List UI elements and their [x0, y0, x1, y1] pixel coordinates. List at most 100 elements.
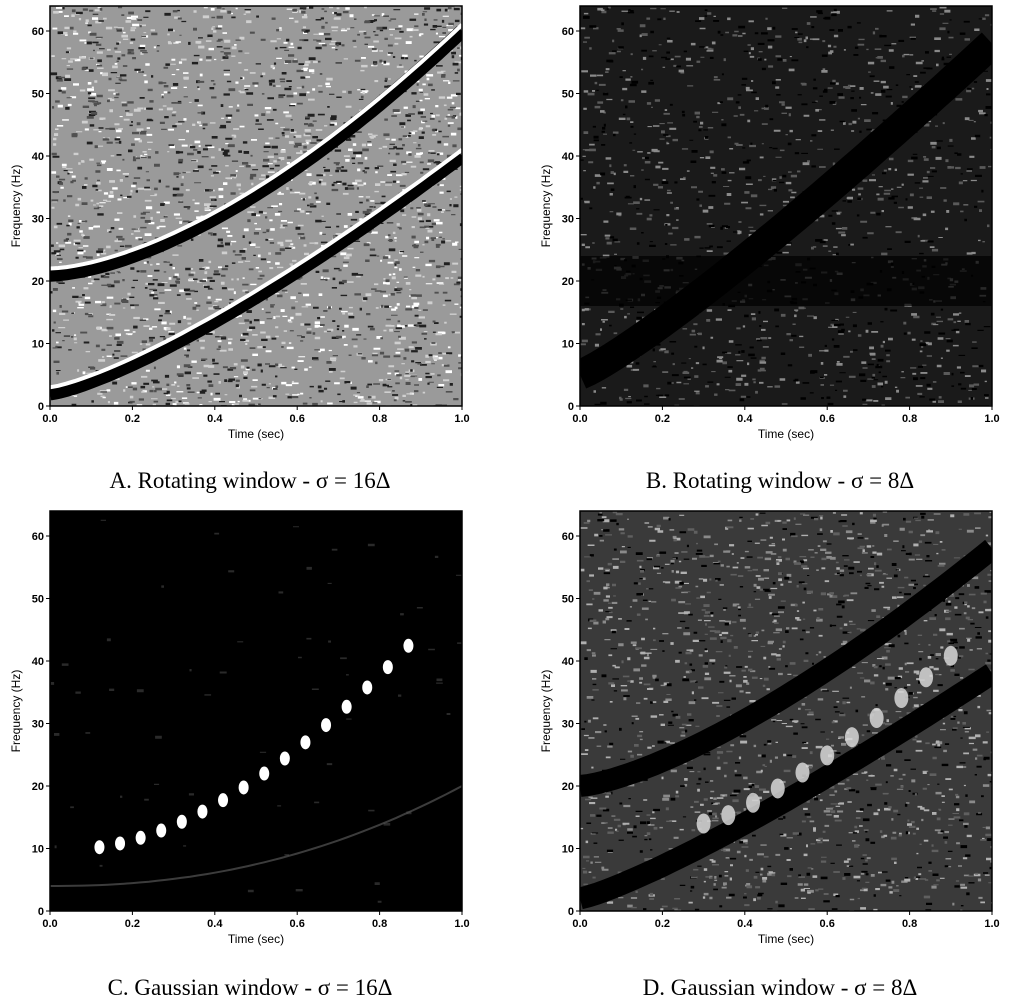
y-tick-label: 40: [32, 656, 44, 668]
ridge-lower: [580, 664, 992, 910]
ridge-lower: [50, 150, 462, 401]
y-tick-label: 50: [32, 89, 44, 101]
spectrogram-a: 0 10 20 30 40 50 60 0.0 0.2 0.4 0.6 0.8 1.0 Time (sec…: [9, 5, 470, 441]
chirp-blob: [94, 840, 105, 855]
x-tick-label: 0.6: [820, 413, 835, 425]
panel-d: 0 10 20 30 40 50 60 0.0 0.2 0.4 0.6 0.8 1.0 Time (sec…: [530, 505, 1030, 1005]
x-tick-label: 0.4: [207, 918, 223, 930]
chirp-blob: [721, 805, 736, 826]
chirp-blob: [279, 751, 290, 766]
chirp-blob: [321, 718, 332, 733]
y-tick-label: 0: [568, 906, 574, 918]
x-tick-label: 0.0: [572, 918, 587, 930]
chirp-blob: [218, 793, 229, 808]
x-tick-label: 0.0: [572, 413, 587, 425]
caption-a: A. Rotating window - σ = 16Δ: [109, 468, 391, 493]
y-tick-label: 40: [562, 656, 574, 668]
chirp-blob: [770, 778, 785, 799]
chirp-blob: [869, 708, 884, 729]
x-tick-label: 0.4: [207, 413, 223, 425]
chirp-blob: [746, 792, 761, 813]
chirp-blob: [135, 830, 146, 845]
chirp-blob: [943, 645, 958, 666]
x-tick-label: 0.6: [290, 918, 305, 930]
speckle-texture: [51, 6, 462, 406]
band-dark: [580, 256, 992, 306]
spectrogram-c: 0 10 20 30 40 50 60 0.0 0.2 0.4 0.6 0.8 1.0 Time (sec…: [9, 510, 470, 946]
y-tick-label: 20: [562, 781, 574, 793]
y-axis-label: Frequency (Hz): [9, 670, 23, 753]
x-tick-label: 1.0: [984, 413, 999, 425]
y-axis-label: Frequency (Hz): [9, 165, 23, 248]
plot-background: [50, 511, 462, 911]
spectrogram-d: 0 10 20 30 40 50 60 0.0 0.2 0.4 0.6 0.8 1.0 Time (sec…: [539, 510, 1000, 946]
chirp-blob: [259, 766, 270, 781]
y-tick-label: 30: [562, 214, 574, 226]
chirp-blob: [115, 836, 126, 851]
y-tick-label: 30: [32, 214, 44, 226]
panel-b: 0 10 20 30 40 50 60 0.0 0.2 0.4 0.6 0.8 1.0 Time (sec…: [530, 0, 1030, 500]
plot-frame: [579, 510, 993, 912]
y-tick-label: 0: [38, 906, 44, 918]
panel-c: 0 10 20 30 40 50 60 0.0 0.2 0.4 0.6 0.8 1.0 Time (sec…: [0, 505, 500, 1005]
chirp-blob: [844, 727, 859, 748]
chirp-blob: [176, 814, 187, 829]
chirp-blob: [820, 745, 835, 766]
y-tick-label: 20: [562, 276, 574, 288]
y-tick-label: 30: [32, 719, 44, 731]
x-tick-label: 0.8: [372, 918, 387, 930]
chirp-blob: [795, 762, 810, 783]
x-axis-label: Time (sec): [228, 932, 284, 946]
y-tick-label: 50: [562, 594, 574, 606]
chirp-blob: [238, 780, 249, 795]
caption-b: B. Rotating window - σ = 8Δ: [645, 468, 915, 493]
chirp-blob: [197, 804, 208, 819]
chirp-blob: [156, 823, 167, 838]
chirp-blob: [403, 638, 414, 653]
y-tick-label: 0: [568, 401, 574, 413]
x-tick-label: 0.6: [820, 918, 835, 930]
y-tick-label: 10: [32, 339, 44, 351]
y-tick-label: 30: [562, 719, 574, 731]
chirp-blob: [894, 688, 909, 709]
plot-frame: [49, 5, 463, 407]
y-axis-label: Frequency (Hz): [539, 165, 553, 248]
y-tick-label: 10: [32, 844, 44, 856]
y-tick-label: 0: [38, 401, 44, 413]
x-tick-label: 0.4: [737, 413, 753, 425]
y-tick-label: 50: [32, 594, 44, 606]
chirp-blob: [341, 699, 352, 714]
y-tick-label: 40: [32, 151, 44, 163]
x-axis-label: Time (sec): [758, 427, 814, 441]
y-tick-label: 20: [32, 781, 44, 793]
y-tick-label: 20: [32, 276, 44, 288]
x-axis-label: Time (sec): [758, 932, 814, 946]
y-tick-label: 60: [562, 26, 574, 38]
ridge-upper-highlight: [50, 23, 462, 271]
x-tick-label: 0.6: [290, 413, 305, 425]
x-tick-label: 1.0: [454, 413, 469, 425]
plot-frame: [579, 5, 993, 407]
spectrogram-b: 0 10 20 30 40 50 60 0.0 0.2 0.4 0.6 0.8 1.0 Time (sec…: [539, 5, 1000, 441]
ridge-upper: [50, 25, 462, 282]
ridge-lower-highlight: [50, 148, 462, 390]
chirp-blob: [362, 680, 373, 695]
x-tick-label: 0.8: [372, 413, 387, 425]
y-tick-label: 40: [562, 151, 574, 163]
y-tick-label: 60: [32, 26, 44, 38]
panel-a: 0 10 20 30 40 50 60 0.0 0.2 0.4 0.6 0.8 1.0 Time (sec…: [0, 0, 500, 500]
x-tick-label: 0.2: [655, 918, 670, 930]
plot-frame: [49, 510, 463, 912]
x-tick-label: 0.8: [902, 918, 917, 930]
chirp-blob: [300, 735, 311, 750]
speckle-texture: [580, 8, 992, 406]
chirp-blob: [696, 813, 711, 834]
caption-d: D. Gaussian window - σ = 8Δ: [642, 975, 918, 1000]
y-axis-label: Frequency (Hz): [539, 670, 553, 753]
chirp-blob: [382, 660, 393, 675]
x-tick-label: 1.0: [984, 918, 999, 930]
y-tick-label: 50: [562, 89, 574, 101]
speckle-texture: [580, 6, 992, 406]
x-tick-label: 0.2: [125, 918, 140, 930]
x-tick-label: 0.2: [655, 413, 670, 425]
